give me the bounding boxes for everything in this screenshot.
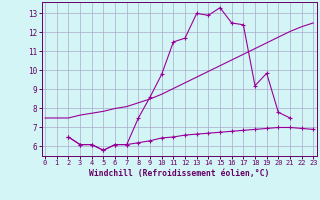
X-axis label: Windchill (Refroidissement éolien,°C): Windchill (Refroidissement éolien,°C)	[89, 169, 269, 178]
